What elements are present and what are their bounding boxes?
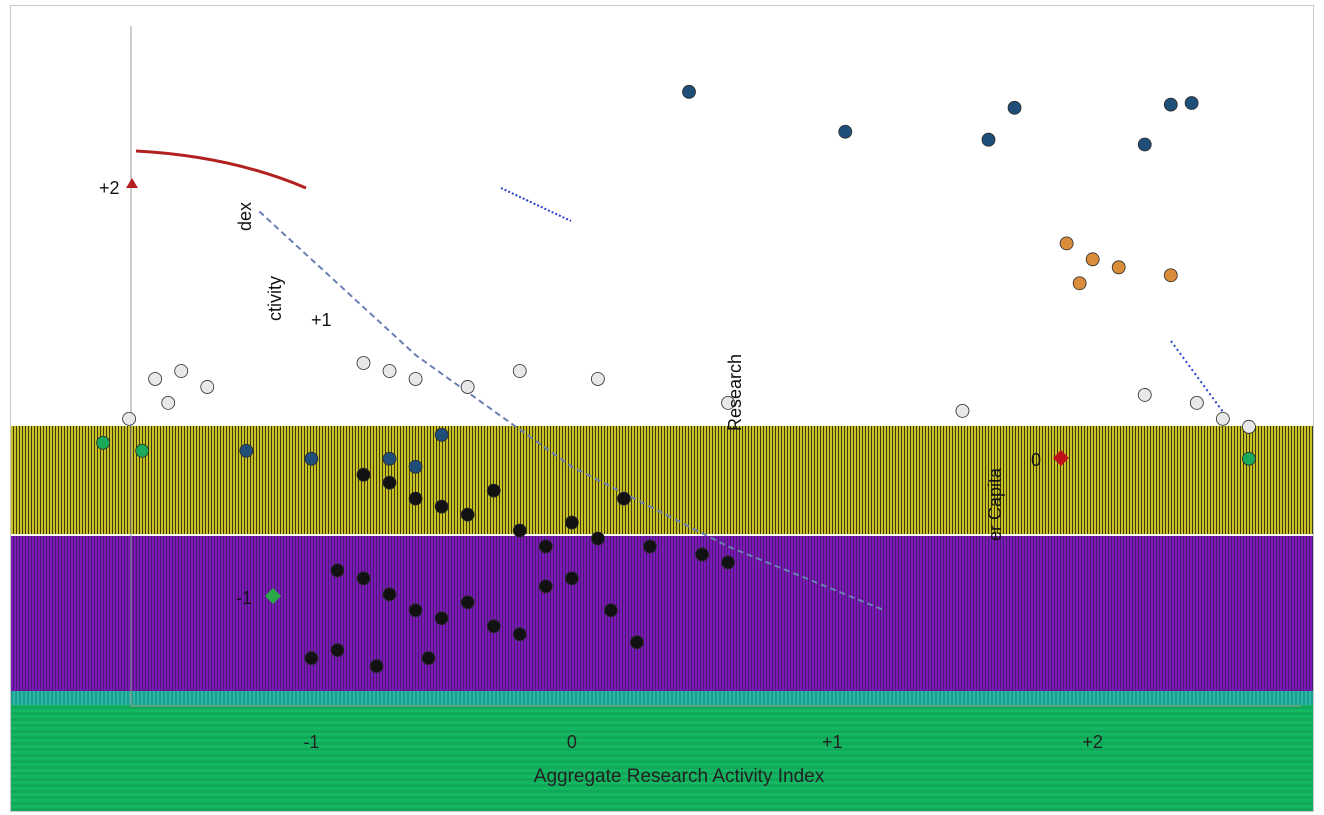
red-diamond-marker: [1053, 450, 1069, 466]
data-point: [564, 515, 579, 530]
data-point: [682, 84, 696, 99]
data-point: [538, 539, 553, 554]
data-point: [434, 427, 449, 442]
x-tick-label: -1: [303, 732, 319, 752]
data-point: [1137, 388, 1152, 402]
data-point: [330, 643, 345, 658]
y-fragment-label: +2: [99, 178, 120, 198]
data-point: [564, 571, 579, 586]
y-fragment-label: 0: [1031, 450, 1041, 470]
glitch-band-yellow: [11, 426, 1313, 534]
data-point: [1111, 260, 1126, 275]
data-point: [356, 571, 371, 586]
glitch-band-teal: [11, 691, 1313, 705]
data-point: [838, 124, 853, 139]
data-point: [148, 372, 163, 386]
points-layer: [96, 84, 1256, 674]
y-fragment-label: -1: [236, 588, 252, 608]
glitch-band-purple: [11, 536, 1313, 691]
scatter-plot: +2 +1 0 -1 ctivity dex Research er Capit…: [96, 26, 1301, 787]
data-point: [356, 467, 371, 482]
data-point: [590, 372, 605, 386]
data-point: [304, 651, 319, 666]
data-point: [1163, 268, 1178, 283]
data-point: [1072, 276, 1087, 291]
data-point: [695, 547, 709, 562]
data-point: [408, 603, 423, 618]
data-point: [1059, 236, 1074, 251]
data-point: [304, 451, 319, 466]
x-tick-label: 0: [567, 732, 577, 752]
rotated-fragment-label: er Capita: [985, 467, 1005, 541]
data-point: [981, 132, 996, 147]
data-point: [382, 364, 397, 378]
data-point: [1215, 411, 1230, 426]
red-curve: [135, 149, 307, 190]
data-point: [369, 659, 384, 674]
data-point: [200, 380, 215, 394]
data-point: [617, 491, 631, 506]
glitch-band-green: [11, 691, 1313, 811]
data-point: [174, 364, 189, 378]
y-fragment-label: +1: [311, 310, 332, 330]
data-point: [1137, 137, 1152, 152]
data-point: [460, 380, 475, 394]
data-point: [434, 499, 449, 514]
data-point: [721, 396, 735, 410]
data-point: [421, 651, 436, 666]
data-point: [460, 595, 475, 610]
data-point: [408, 491, 423, 506]
x-axis-title: Aggregate Research Activity Index: [534, 766, 825, 787]
data-point: [512, 523, 527, 538]
data-point: [1242, 451, 1256, 466]
data-point: [161, 396, 176, 410]
green-diamond-marker: [265, 588, 281, 604]
data-point: [721, 555, 735, 570]
background-band-white: [11, 186, 1313, 426]
data-point: [486, 483, 501, 498]
data-point: [382, 587, 397, 602]
red-triangle-marker: [126, 178, 138, 188]
data-point: [408, 372, 423, 386]
data-point: [590, 531, 605, 546]
data-point: [434, 611, 449, 626]
data-point: [96, 435, 110, 450]
x-tick-label: +2: [1082, 732, 1103, 752]
data-point: [512, 364, 527, 378]
data-point: [1242, 419, 1256, 434]
data-point: [603, 603, 618, 618]
data-point: [122, 411, 137, 426]
data-point: [1085, 252, 1100, 267]
x-tick-label: +1: [822, 732, 843, 752]
data-point: [538, 579, 553, 594]
data-point: [512, 627, 527, 642]
data-point: [1184, 96, 1199, 110]
blue-dotted-line: [1170, 340, 1227, 417]
data-point: [955, 403, 970, 418]
trend-line-layer: [258, 210, 885, 612]
data-point: [643, 539, 657, 554]
data-point: [486, 619, 501, 634]
data-point: [1007, 100, 1022, 115]
rotated-fragment-label: ctivity: [265, 276, 285, 321]
x-tick-labels: -1 0 +1 +2: [303, 732, 1103, 752]
data-point: [1163, 97, 1178, 112]
data-point: [382, 475, 397, 490]
chart-frame: +2 +1 0 -1 ctivity dex Research er Capit…: [10, 5, 1314, 812]
y-axis-title: Research: [725, 354, 745, 431]
data-point: [460, 507, 475, 522]
data-point: [382, 451, 397, 466]
trend-line: [258, 210, 885, 612]
rotated-fragment-label: dex: [235, 202, 255, 231]
data-point: [330, 563, 345, 578]
data-point: [408, 459, 423, 474]
blue-dotted-line-2: [500, 187, 572, 222]
data-point: [135, 443, 150, 458]
data-point: [239, 443, 254, 458]
data-point: [356, 356, 371, 370]
data-point: [1189, 396, 1204, 410]
data-point: [630, 635, 644, 650]
